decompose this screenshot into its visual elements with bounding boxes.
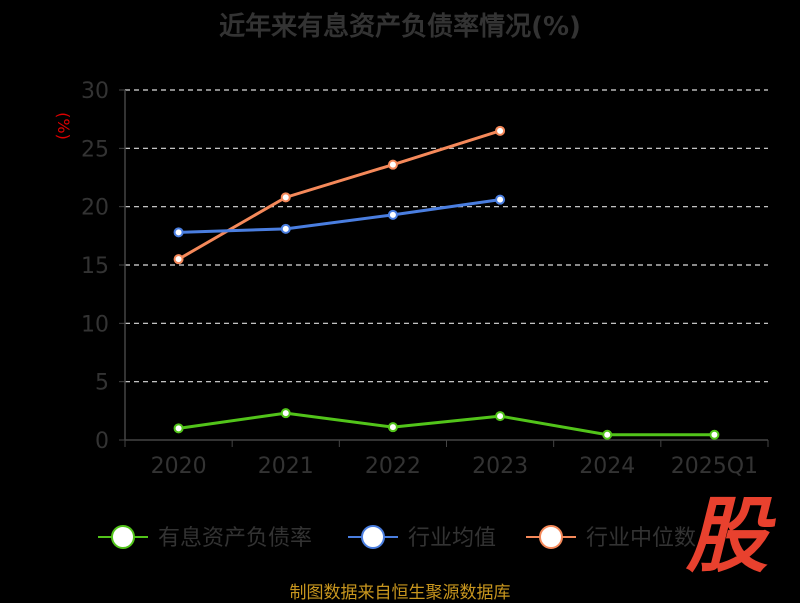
x-tick-label: 2025Q1 bbox=[671, 454, 758, 479]
data-point bbox=[387, 209, 398, 220]
data-point bbox=[280, 223, 291, 234]
source-note: 制图数据来自恒生聚源数据库 bbox=[289, 583, 511, 603]
legend-label: 有息资产负债率 bbox=[158, 526, 312, 551]
data-point bbox=[495, 411, 506, 422]
chart-title: 近年来有息资产负债率情况(%) bbox=[219, 12, 581, 42]
data-point bbox=[709, 429, 720, 440]
y-tick-label: 30 bbox=[81, 79, 109, 104]
legend-marker bbox=[361, 525, 385, 549]
x-tick-label: 2022 bbox=[365, 454, 421, 479]
y-tick-label: 0 bbox=[95, 429, 109, 454]
watermark-logo: 股 bbox=[686, 489, 768, 584]
y-tick-label: 20 bbox=[81, 196, 109, 221]
legend-marker bbox=[111, 525, 135, 549]
legend-label: 行业均值 bbox=[408, 526, 496, 551]
data-point bbox=[173, 227, 184, 238]
x-tick-label: 2020 bbox=[151, 454, 207, 479]
data-point bbox=[495, 125, 506, 136]
data-point bbox=[280, 192, 291, 203]
data-point bbox=[173, 254, 184, 265]
data-point bbox=[173, 423, 184, 434]
data-point bbox=[602, 429, 613, 440]
data-point bbox=[280, 408, 291, 419]
x-tick-label: 2021 bbox=[258, 454, 314, 479]
y-tick-label: 15 bbox=[81, 254, 109, 279]
series-line bbox=[177, 129, 501, 261]
legend-marker bbox=[539, 525, 563, 549]
y-tick-label: 25 bbox=[81, 137, 109, 162]
data-point bbox=[495, 194, 506, 205]
series-line bbox=[178, 198, 501, 234]
y-tick-label: 10 bbox=[81, 312, 109, 337]
x-tick-label: 2023 bbox=[472, 454, 528, 479]
y-axis-label: (%) bbox=[54, 112, 73, 140]
data-point bbox=[387, 422, 398, 433]
y-tick-label: 5 bbox=[95, 371, 109, 396]
x-tick-label: 2024 bbox=[579, 454, 635, 479]
data-point bbox=[387, 159, 398, 170]
legend-label: 行业中位数 bbox=[586, 526, 696, 551]
series-line bbox=[178, 411, 715, 437]
